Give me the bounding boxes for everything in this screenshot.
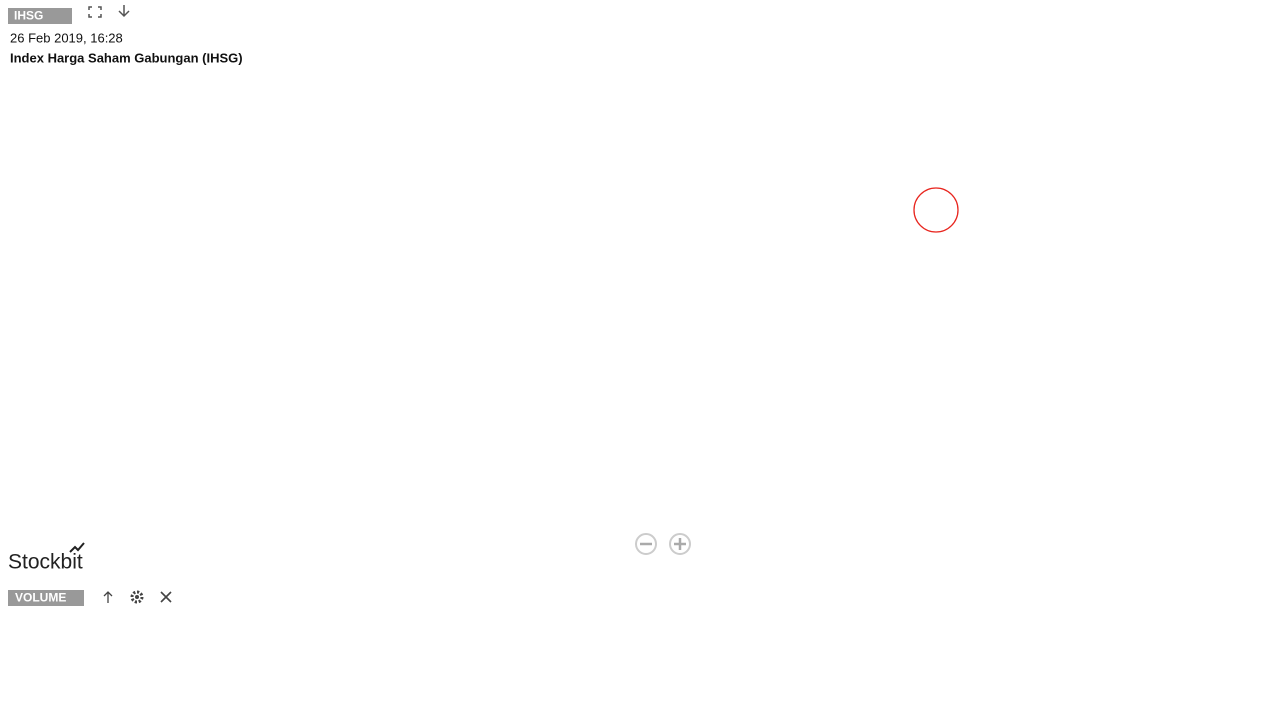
close-icon[interactable] xyxy=(160,591,172,603)
ticker-tab[interactable] xyxy=(8,8,72,24)
zoom-in-icon xyxy=(674,538,686,550)
download-icon[interactable] xyxy=(118,5,130,18)
move-up-icon[interactable] xyxy=(103,591,113,603)
brand-logo: Stockbit xyxy=(8,551,83,574)
volume-label: VOLUME xyxy=(15,591,66,605)
timestamp: 26 Feb 2019, 16:28 xyxy=(10,30,123,45)
volume-tab[interactable] xyxy=(8,590,84,606)
expand-icon[interactable] xyxy=(88,6,102,18)
logo-mark xyxy=(69,542,85,553)
settings-icon[interactable] xyxy=(130,590,144,604)
annotation-circle xyxy=(913,187,959,233)
chart-title: Index Harga Saham Gabungan (IHSG) xyxy=(10,50,243,65)
ticker: IHSG xyxy=(14,9,43,23)
